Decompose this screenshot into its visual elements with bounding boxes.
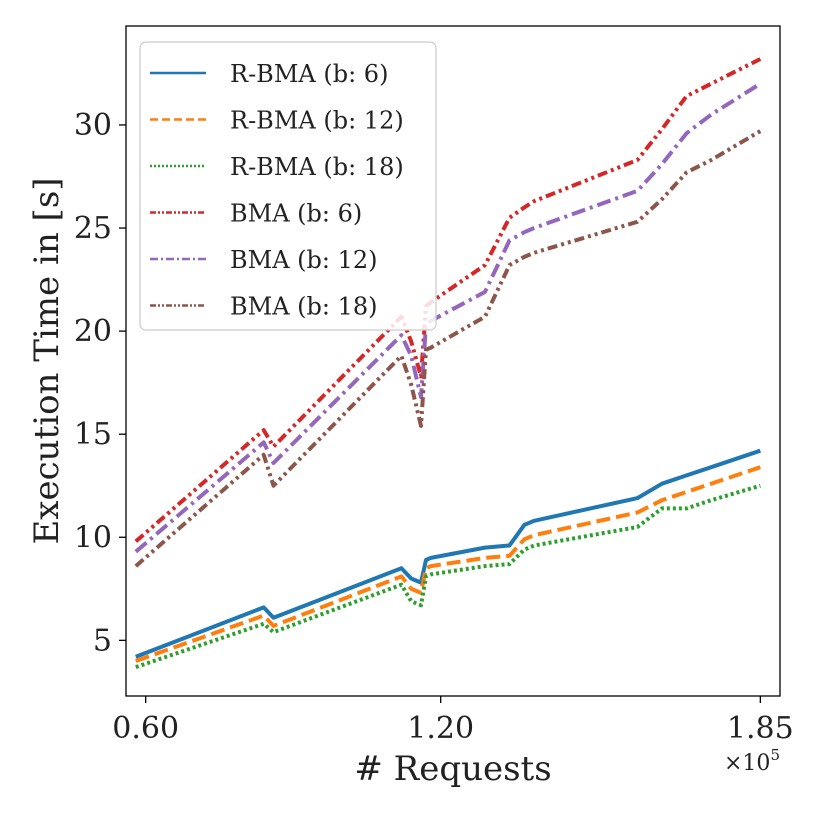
legend-entry-label: BMA (b: 18) [230,293,378,321]
legend-entry-label: R-BMA (b: 12) [230,107,404,135]
x-tick-label: 1.85 [727,711,794,746]
x-axis-multiplier: ×105 [724,746,780,776]
y-tick-label: 25 [74,211,112,246]
y-axis-label: Execution Time in [s] [27,177,67,544]
y-tick-label: 15 [74,417,112,452]
y-tick-label: 20 [74,314,112,349]
series-line-4 [134,57,762,543]
legend-entry-label: R-BMA (b: 18) [230,153,404,181]
y-tick-label: 30 [74,108,112,143]
legend-entry-label: R-BMA (b: 6) [230,60,388,88]
x-axis-label: # Requests [354,749,551,789]
legend: R-BMA (b: 6) R-BMA (b: 12) R-BMA (b: 18) BM… [139,41,437,331]
x-tick-label: 0.60 [112,711,179,746]
y-tick-label: 10 [74,520,112,555]
series-line-6 [134,129,762,568]
x-axis-multiplier-base: ×10 [724,751,770,776]
series-line-3 [135,483,761,669]
y-tick-label: 5 [93,623,112,658]
legend-entry-label: BMA (b: 6) [230,200,362,228]
legend-entry-label: BMA (b: 12) [230,246,378,274]
series-layer [134,57,762,669]
x-axis-multiplier-exponent: 5 [770,746,780,764]
plot-frame [125,25,781,697]
series-line-2 [135,465,761,663]
legend-frame [139,41,437,331]
series-line-1 [135,448,761,659]
ticks-layer: 0.60 1.20 1.85 5 10 15 20 25 30 [74,108,794,746]
series-line-5 [134,82,762,554]
x-tick-label: 1.20 [407,711,474,746]
